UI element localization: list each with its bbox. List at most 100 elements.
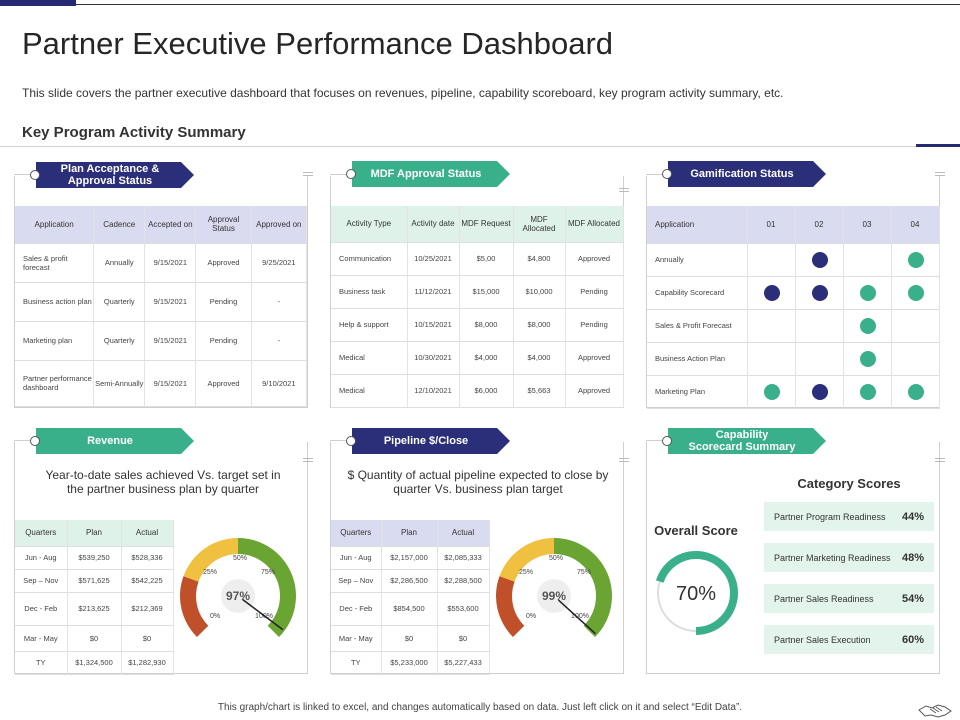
table-cell: Marketing plan: [15, 321, 95, 361]
table-cell: Business task: [331, 275, 408, 309]
column-header: Application: [15, 206, 95, 244]
table-row: Dec - Feb $213,625 $212,369: [15, 592, 174, 626]
table-cell: Sep – Nov: [15, 569, 68, 593]
table-cell: $8,000: [513, 308, 566, 342]
category-score-card: Partner Program Readiness 44%: [764, 502, 934, 531]
table-cell: Partner performance dashboard: [15, 360, 95, 407]
table-cell: $4,800: [513, 242, 566, 276]
table-cell: $4,000: [459, 341, 514, 375]
table-cell: Marketing Plan: [647, 375, 748, 409]
table-cell: 10/25/2021: [407, 242, 460, 276]
panel-tick: [303, 172, 313, 176]
category-score-card: Partner Sales Execution 60%: [764, 625, 934, 654]
panel-tick: [619, 458, 629, 462]
gauge-tick-label: 50%: [549, 555, 563, 562]
column-header: Approved on: [251, 206, 308, 244]
capability-panel: [646, 440, 945, 674]
table-cell: $539,250: [67, 546, 122, 570]
panel-top-rule: [14, 174, 36, 175]
column-header: 02: [795, 206, 844, 244]
table-cell: 12/10/2021: [407, 374, 460, 408]
revenue-gauge: 0% 25% 50% 75% 100% 97%: [180, 538, 296, 638]
panel-tick: [303, 458, 313, 462]
table-cell: Pending: [565, 308, 624, 342]
column-header: 01: [747, 206, 796, 244]
status-dot: [859, 350, 876, 367]
table-cell: 9/15/2021: [144, 243, 197, 283]
gauge-segment: [499, 538, 554, 582]
category-value: 54%: [901, 592, 924, 605]
column-header: Application: [647, 206, 748, 244]
section-title: Key Program Activity Summary: [22, 124, 246, 141]
status-cell: [747, 243, 796, 277]
status-dot: [907, 251, 924, 268]
table-row: Jun - Aug $539,250 $528,336: [15, 546, 174, 570]
status-dot: [763, 284, 780, 301]
table-row: Marketing plan Quarterly 9/15/2021 Pending -: [15, 321, 308, 361]
table-cell: Capability Scorecard: [647, 276, 748, 310]
tag-dot-icon: [346, 169, 356, 179]
panel-tick: [935, 172, 945, 176]
table-cell: 11/12/2021: [407, 275, 460, 309]
mdf-table: Activity Type Activity date MDF Request MDF…: [331, 206, 624, 408]
table-cell: Business action plan: [15, 282, 95, 322]
gauge-segment: [238, 538, 296, 638]
status-cell: [747, 375, 796, 409]
table-cell: $5,227,433: [437, 651, 490, 675]
table-row: Business action plan Quarterly 9/15/2021 Pe…: [15, 282, 308, 322]
table-cell: Jun - Aug: [15, 546, 68, 570]
revenue-table: Quarters Plan Actual Jun - Aug $539,250 $528…: [15, 520, 174, 675]
table-cell: 9/10/2021: [251, 360, 308, 407]
table-cell: $2,085,333: [437, 546, 490, 570]
pipeline-caption: $ Quantity of actual pipeline expected t…: [347, 468, 609, 496]
status-cell: [843, 276, 892, 310]
overall-score-value: 70%: [676, 583, 716, 605]
category-value: 44%: [901, 510, 924, 523]
table-cell: Approved: [195, 360, 252, 407]
table-cell: Approved: [195, 243, 252, 283]
table-cell: Help & support: [331, 308, 408, 342]
mdf-tag: MDF Approval Status: [352, 161, 510, 187]
status-dot: [811, 383, 828, 400]
category-label: Partner Sales Readiness: [774, 593, 874, 604]
section-accent-bar: [916, 144, 960, 147]
category-label: Partner Marketing Readiness: [774, 552, 891, 563]
table-cell: $5,00: [459, 242, 514, 276]
table-cell: Sales & profit forecast: [15, 243, 95, 283]
status-cell: [891, 375, 940, 409]
panel-tick: [619, 188, 629, 192]
table-cell: $2,157,000: [381, 546, 438, 570]
table-cell: Mar - May: [15, 625, 68, 652]
table-row: Sales & Profit Forecast: [647, 309, 940, 343]
status-dot: [859, 317, 876, 334]
gauge-tick-label: 50%: [233, 555, 247, 562]
category-label: Partner Sales Execution: [774, 634, 871, 645]
column-header: MDF Allocated: [513, 206, 566, 243]
panel-tick: [935, 458, 945, 462]
status-dot: [811, 251, 828, 268]
gauge-tick-label: 25%: [519, 569, 533, 576]
gauge-tick-label: 0%: [210, 613, 220, 620]
table-cell: Jun - Aug: [331, 546, 382, 570]
gauge-segment: [180, 576, 209, 638]
status-cell: [891, 309, 940, 343]
overall-score-ring: 70%: [654, 551, 738, 635]
table-row: Mar - May $0 $0: [331, 625, 490, 652]
table-row: Dec - Feb $854,500 $553,600: [331, 592, 490, 626]
status-cell: [891, 276, 940, 310]
status-cell: [795, 342, 844, 376]
table-cell: Medical: [331, 374, 408, 408]
table-row: Marketing Plan: [647, 375, 940, 409]
status-cell: [843, 342, 892, 376]
panel-top-rule: [330, 174, 352, 175]
table-row: Annually: [647, 243, 940, 277]
table-row: Partner performance dashboard Semi-Annual…: [15, 360, 308, 407]
table-row: Communication 10/25/2021 $5,00 $4,800 Approv…: [331, 242, 624, 276]
tag-dot-icon: [346, 436, 356, 446]
overall-score-title: Overall Score: [654, 523, 738, 538]
panel-top-rule: [330, 440, 352, 441]
gamification-tag: Gamification Status: [668, 161, 826, 187]
revenue-tag: Revenue: [36, 428, 194, 454]
table-cell: Pending: [565, 275, 624, 309]
table-cell: $542,225: [121, 569, 174, 593]
